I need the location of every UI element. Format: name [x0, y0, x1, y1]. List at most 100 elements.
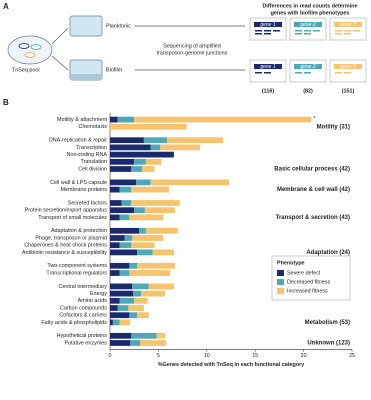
bar-segment	[129, 270, 171, 276]
bar-segment	[110, 305, 118, 311]
bar-segment	[134, 297, 148, 304]
category-label: Non-coding RNA	[67, 152, 108, 158]
sequencing-text: Sequencing of amplified	[163, 43, 221, 49]
category-label: Antibiotic resistance & susceptibility	[22, 250, 107, 256]
bar-segment	[112, 319, 120, 326]
x-tick-label: 20	[301, 353, 307, 359]
bar-segment	[131, 200, 180, 206]
gene-label: gene 2	[300, 22, 316, 28]
bar-segment	[132, 235, 164, 241]
read	[335, 33, 342, 35]
bar-segment	[119, 242, 132, 249]
x-tick-label: 0	[109, 353, 112, 359]
cell	[24, 52, 36, 58]
sequencing-text: transposon-genome junctions	[157, 50, 228, 56]
cell	[18, 43, 30, 49]
gene-label: gene 1	[260, 64, 276, 70]
count-label: (151)	[342, 88, 355, 94]
read	[353, 30, 360, 32]
read	[304, 30, 311, 32]
bar-segment	[119, 186, 132, 193]
legend-swatch	[277, 270, 284, 276]
read	[295, 72, 302, 74]
read	[335, 72, 342, 74]
legend-box	[271, 255, 351, 301]
category-label: Transport of small molecules	[38, 215, 107, 221]
bar-segment	[110, 214, 120, 221]
bar-segment	[110, 200, 122, 206]
bar-segment	[110, 312, 130, 319]
legend-label: Decreased fitness	[287, 279, 330, 285]
bar-segment	[131, 186, 170, 193]
bar-segment	[110, 137, 144, 144]
category-label: Protein secretion/export apparatus	[25, 208, 108, 214]
bar-segment	[110, 123, 187, 130]
bar-segment	[129, 262, 138, 269]
flask	[69, 15, 103, 37]
gene-bar	[294, 64, 322, 69]
bar-segment	[140, 290, 166, 297]
category-label: Putative enzymes	[64, 340, 107, 346]
bar-segment	[117, 116, 135, 123]
bar-segment	[156, 332, 166, 339]
bar-segment	[150, 144, 161, 151]
category-label: Chemotaxis	[79, 124, 108, 130]
gene-bar	[254, 64, 282, 69]
bar-segment	[110, 144, 151, 151]
bar-segment	[140, 340, 167, 346]
arrow	[51, 27, 69, 71]
bar-segment	[130, 340, 141, 346]
pool	[7, 35, 53, 65]
category-label: Central intermediary	[58, 284, 107, 290]
legend-title: Phenotype	[277, 260, 305, 266]
x-tick-label: 10	[204, 353, 210, 359]
bar-segment	[131, 166, 142, 172]
bar-segment	[110, 262, 130, 269]
read	[344, 33, 351, 35]
biofilm-layer	[70, 74, 102, 80]
bar-segment	[133, 290, 141, 297]
bar-segment	[134, 158, 146, 165]
category-label: Cell division	[78, 166, 107, 172]
bar-segment	[167, 137, 224, 144]
bar-segment	[124, 235, 133, 241]
bar-segment	[110, 249, 138, 256]
bar-segment	[110, 166, 132, 172]
category-label: Cell wall & LPS capsule	[50, 180, 107, 186]
category-label: Translation	[81, 159, 107, 165]
bar-segment	[139, 227, 146, 234]
read	[295, 33, 302, 35]
bar-segment	[143, 137, 168, 144]
group-label: Metabolism (53)	[305, 320, 350, 326]
arrow	[135, 25, 245, 71]
panel-label: A	[3, 2, 9, 11]
bar-segment	[150, 179, 230, 186]
read	[255, 33, 262, 35]
category-label: Secreted factors	[68, 200, 108, 206]
bar-segment	[110, 319, 113, 326]
bar-segment	[152, 249, 174, 256]
bar-segment	[110, 235, 125, 241]
read	[344, 30, 351, 32]
category-label: Carbon compounds	[60, 305, 107, 311]
bar-segment	[141, 166, 155, 172]
x-tick-label: 15	[252, 353, 258, 359]
bar-segment	[110, 207, 135, 214]
legend-swatch	[277, 288, 284, 294]
category-label: Hypothetical proteins	[57, 333, 108, 339]
biofilm-label: Biofilm	[106, 67, 123, 73]
group-label: Unknown (123)	[307, 341, 350, 347]
category-label: Membrane proteins	[61, 187, 108, 193]
group-label: Adaptation (24)	[306, 250, 350, 256]
read	[255, 72, 262, 74]
bar-segment	[110, 332, 132, 339]
read	[264, 30, 271, 32]
bar-segment	[131, 332, 157, 339]
read	[304, 72, 311, 74]
bar-segment	[137, 262, 175, 269]
bar-segment	[160, 144, 201, 151]
category-label: Amino acids	[78, 298, 108, 304]
group-label: Transport & secretion (43)	[276, 215, 350, 221]
cell	[30, 44, 42, 50]
